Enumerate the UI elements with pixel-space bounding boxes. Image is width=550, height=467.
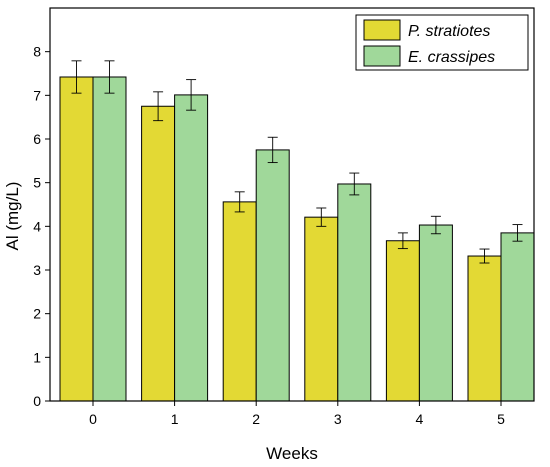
legend-label-e-crassipes: E. crassipes [408,49,495,66]
x-tick-label: 4 [416,411,424,427]
bar-p-stratiotes-week-0 [59,76,94,402]
error-bar-p-stratiotes-week-0 [71,60,82,94]
y-tick-label: 0 [33,393,41,409]
error-bar-p-stratiotes-week-5 [479,248,490,264]
error-bars-layer [71,60,523,264]
legend-label-p-stratiotes: P. stratiotes [408,23,490,40]
bar-e-crassipes-week-5 [500,232,535,402]
error-bar-e-crassipes-week-5 [512,224,523,242]
bar-e-crassipes-week-4 [418,224,453,402]
error-bar-p-stratiotes-week-1 [153,91,164,122]
error-bar-e-crassipes-week-0 [104,60,115,94]
y-tick-label: 3 [33,262,41,278]
y-tick-label: 7 [33,87,41,103]
bar-e-crassipes-week-3 [337,183,372,402]
plot-frame [49,7,535,402]
bar-e-crassipes-week-2 [255,149,290,402]
legend: P. stratiotes E. crassipes [355,14,529,71]
error-bar-p-stratiotes-week-4 [397,232,408,250]
error-bar-e-crassipes-week-3 [349,172,360,196]
y-axis-title: Al (mg/L) [3,182,22,251]
y-tick-label: 5 [33,175,41,191]
x-tick-label: 0 [89,411,97,427]
x-tick-label: 2 [252,411,260,427]
legend-swatch-e-crassipes [363,45,401,67]
y-tick-label: 8 [33,44,41,60]
y-tick-label: 2 [33,306,41,322]
bar-p-stratiotes-week-5 [467,255,502,402]
bar-e-crassipes-week-0 [92,76,127,402]
y-tick-label: 4 [33,218,41,234]
y-axis: 0 1 2 3 4 5 6 7 8 [33,44,50,409]
bar-p-stratiotes-week-2 [222,201,257,402]
x-axis-title: Weeks [266,444,318,463]
x-tick-label: 5 [497,411,505,427]
x-axis: 0 1 2 3 4 5 [89,401,505,427]
error-bar-e-crassipes-week-4 [430,215,441,235]
bar-p-stratiotes-week-1 [141,105,176,402]
bar-p-stratiotes-week-3 [304,216,339,402]
legend-swatch-p-stratiotes [363,19,401,41]
error-bar-e-crassipes-week-1 [186,79,197,111]
y-tick-label: 1 [33,349,41,365]
bars-layer [59,76,535,402]
error-bar-p-stratiotes-week-3 [316,207,327,227]
error-bar-p-stratiotes-week-2 [234,191,245,213]
y-tick-label: 6 [33,131,41,147]
bar-p-stratiotes-week-4 [385,240,420,402]
x-tick-label: 3 [334,411,342,427]
x-tick-label: 1 [171,411,179,427]
error-bar-e-crassipes-week-2 [267,136,278,164]
bar-e-crassipes-week-1 [174,94,209,402]
